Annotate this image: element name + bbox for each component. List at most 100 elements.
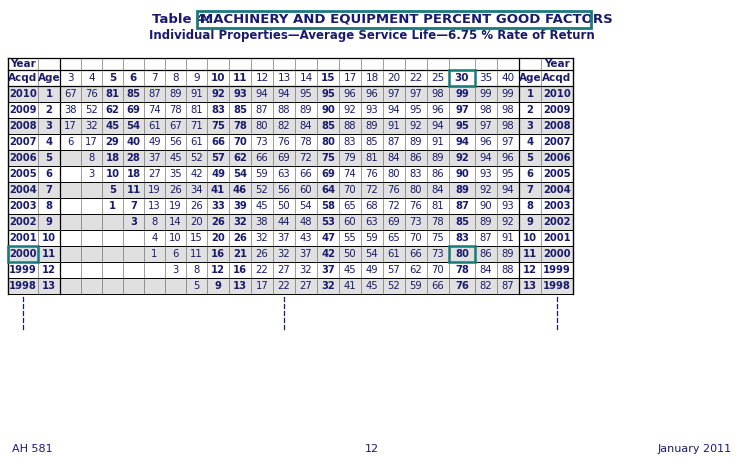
Text: 57: 57: [388, 265, 400, 275]
Text: 49: 49: [148, 137, 161, 147]
Text: 53: 53: [321, 217, 335, 227]
Text: 2002: 2002: [543, 217, 571, 227]
Text: 52: 52: [256, 185, 269, 195]
Text: 15: 15: [321, 73, 336, 83]
Text: 19: 19: [169, 201, 182, 211]
Text: 66: 66: [211, 137, 225, 147]
Text: 69: 69: [126, 105, 141, 115]
Text: AH 581: AH 581: [12, 444, 53, 454]
Text: 70: 70: [410, 233, 423, 243]
Text: 91: 91: [432, 137, 444, 147]
Text: 70: 70: [233, 137, 247, 147]
Text: 80: 80: [455, 249, 469, 259]
Text: 95: 95: [501, 169, 514, 179]
Text: 66: 66: [256, 153, 269, 163]
Text: 64: 64: [321, 185, 335, 195]
Text: 12: 12: [211, 265, 225, 275]
Text: 73: 73: [256, 137, 269, 147]
Text: 37: 37: [148, 153, 161, 163]
Text: 93: 93: [366, 105, 378, 115]
Text: 98: 98: [480, 105, 493, 115]
Text: 81: 81: [366, 153, 378, 163]
Text: 84: 84: [300, 121, 312, 131]
Text: Age: Age: [519, 73, 542, 83]
Text: 69: 69: [278, 153, 290, 163]
Text: 76: 76: [365, 169, 379, 179]
Text: 26: 26: [169, 185, 182, 195]
Text: 66: 66: [300, 169, 312, 179]
Text: 12: 12: [42, 265, 56, 275]
Text: 97: 97: [410, 89, 423, 99]
Text: 17: 17: [256, 281, 269, 291]
Text: 82: 82: [278, 121, 290, 131]
Text: 2007: 2007: [9, 137, 36, 147]
Text: 7: 7: [527, 185, 533, 195]
Text: 65: 65: [344, 201, 356, 211]
Text: 98: 98: [501, 105, 514, 115]
Text: 94: 94: [256, 89, 269, 99]
Text: 81: 81: [106, 89, 120, 99]
Text: 20: 20: [190, 217, 203, 227]
Text: 87: 87: [501, 281, 514, 291]
Text: 81: 81: [190, 105, 203, 115]
Text: 96: 96: [432, 105, 444, 115]
Bar: [8, 86, 573, 102]
Text: 92: 92: [344, 105, 356, 115]
Text: 54: 54: [366, 249, 378, 259]
Text: 26: 26: [233, 233, 247, 243]
Text: 6: 6: [173, 249, 179, 259]
Text: 16: 16: [233, 265, 247, 275]
Bar: [8, 214, 573, 230]
Bar: [8, 278, 573, 294]
Text: 70: 70: [344, 185, 356, 195]
Text: Acqd: Acqd: [8, 73, 38, 83]
Text: January 2011: January 2011: [658, 444, 732, 454]
Text: 38: 38: [256, 217, 269, 227]
Text: 75: 75: [432, 233, 444, 243]
Text: 60: 60: [300, 185, 312, 195]
Text: MACHINERY AND EQUIPMENT PERCENT GOOD FACTORS: MACHINERY AND EQUIPMENT PERCENT GOOD FAC…: [200, 13, 613, 26]
Text: 2009: 2009: [9, 105, 36, 115]
Text: 8: 8: [193, 265, 199, 275]
Text: 22: 22: [278, 281, 290, 291]
Text: 52: 52: [85, 105, 98, 115]
Text: 93: 93: [233, 89, 247, 99]
Text: 17: 17: [64, 121, 77, 131]
Text: 14: 14: [299, 73, 312, 83]
Text: Individual Properties—Average Service Life—6.75 % Rate of Return: Individual Properties—Average Service Li…: [149, 29, 595, 43]
Text: 45: 45: [169, 153, 182, 163]
Text: 97: 97: [388, 89, 400, 99]
Text: 1: 1: [527, 89, 533, 99]
Text: 78: 78: [432, 217, 444, 227]
Text: 11: 11: [42, 249, 56, 259]
Bar: [8, 150, 573, 166]
Text: 48: 48: [300, 217, 312, 227]
Text: 85: 85: [321, 121, 335, 131]
Text: 82: 82: [480, 281, 493, 291]
Bar: [197, 11, 591, 28]
Text: 76: 76: [455, 281, 469, 291]
Text: Age: Age: [38, 73, 60, 83]
Text: 54: 54: [300, 201, 312, 211]
Text: 89: 89: [169, 89, 182, 99]
Text: 17: 17: [85, 137, 98, 147]
Text: 76: 76: [85, 89, 98, 99]
Text: 3: 3: [173, 265, 179, 275]
Text: 10: 10: [42, 233, 56, 243]
Text: 11: 11: [233, 73, 247, 83]
Text: 87: 87: [148, 89, 161, 99]
Text: 14: 14: [169, 217, 182, 227]
Text: 40: 40: [501, 73, 515, 83]
Text: 58: 58: [321, 201, 335, 211]
Text: 10: 10: [169, 233, 182, 243]
Text: 45: 45: [256, 201, 269, 211]
Text: 45: 45: [106, 121, 120, 131]
Text: 56: 56: [278, 185, 290, 195]
Text: 13: 13: [148, 201, 161, 211]
Text: 5: 5: [109, 73, 116, 83]
Text: 1999: 1999: [543, 265, 571, 275]
Text: 71: 71: [190, 121, 203, 131]
Text: 99: 99: [455, 89, 469, 99]
Text: 2006: 2006: [543, 153, 571, 163]
Text: 63: 63: [366, 217, 378, 227]
